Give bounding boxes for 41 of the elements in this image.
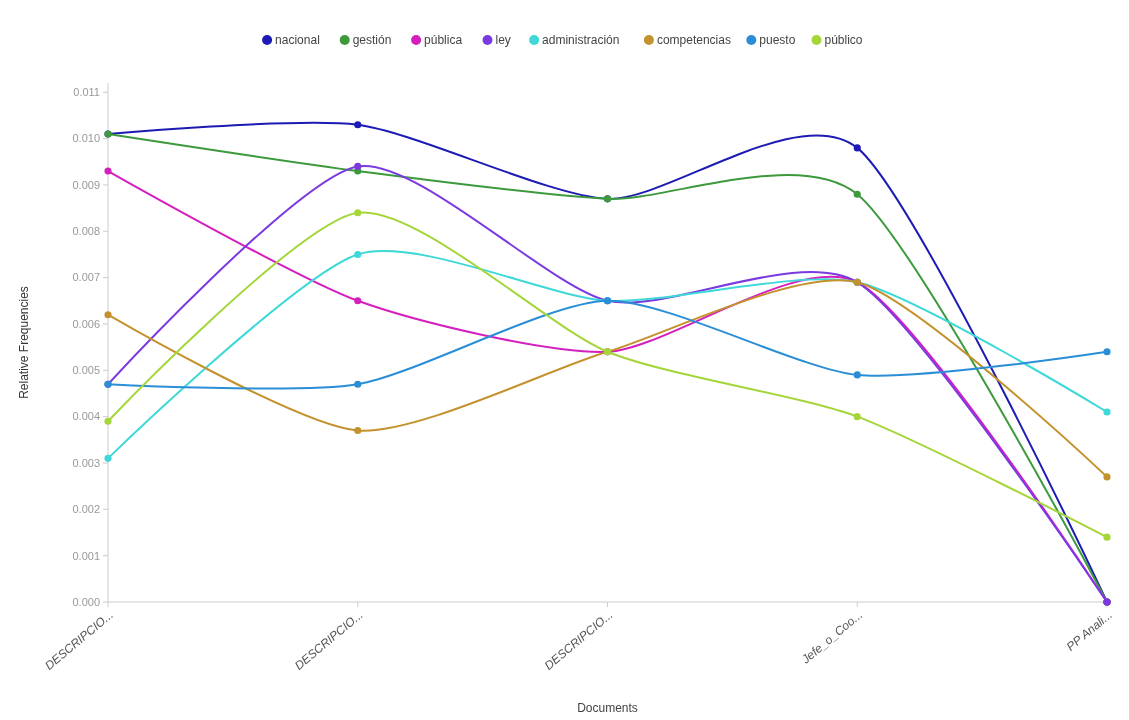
y-tick-label: 0.003 — [72, 456, 100, 469]
point — [104, 417, 112, 425]
legend-label: puesto — [759, 33, 796, 48]
point — [354, 250, 362, 259]
point — [104, 311, 112, 319]
legend-label: administración — [542, 33, 620, 48]
point — [354, 121, 362, 129]
point — [1103, 533, 1111, 541]
point — [1103, 348, 1111, 356]
legend-label: público — [824, 33, 863, 48]
point — [354, 426, 362, 435]
point — [853, 371, 861, 379]
point — [1103, 473, 1111, 481]
y-axis-title: Relative Frequencies — [17, 286, 31, 399]
x-axis-title: Documents — [577, 701, 638, 715]
y-tick-label: 0.009 — [72, 178, 100, 191]
y-tick-label: 0.008 — [72, 225, 100, 238]
y-tick-label: 0.007 — [72, 271, 100, 284]
y-tick-label: 0.001 — [72, 549, 100, 562]
legend-label: gestión — [352, 33, 392, 48]
y-tick-label: 0.000 — [72, 595, 100, 608]
y-tick-label: 0.010 — [72, 132, 100, 145]
y-tick-label: 0.006 — [72, 317, 100, 330]
legend-label: pública — [424, 33, 463, 48]
point — [104, 167, 112, 175]
y-tick-label: 0.011 — [73, 86, 100, 99]
point — [853, 190, 861, 198]
point — [354, 380, 362, 388]
point — [354, 209, 362, 217]
legend-label: nacional — [275, 33, 320, 48]
point — [1103, 408, 1111, 416]
point — [853, 144, 861, 152]
y-tick-label: 0.004 — [72, 410, 100, 423]
legend-label: competencias — [656, 33, 731, 48]
point — [354, 162, 362, 170]
y-tick-label: 0.002 — [72, 503, 100, 516]
point — [853, 413, 861, 421]
y-tick-label: 0.005 — [72, 364, 100, 377]
point — [104, 454, 112, 462]
legend-label: ley — [495, 33, 511, 48]
point — [354, 297, 362, 305]
